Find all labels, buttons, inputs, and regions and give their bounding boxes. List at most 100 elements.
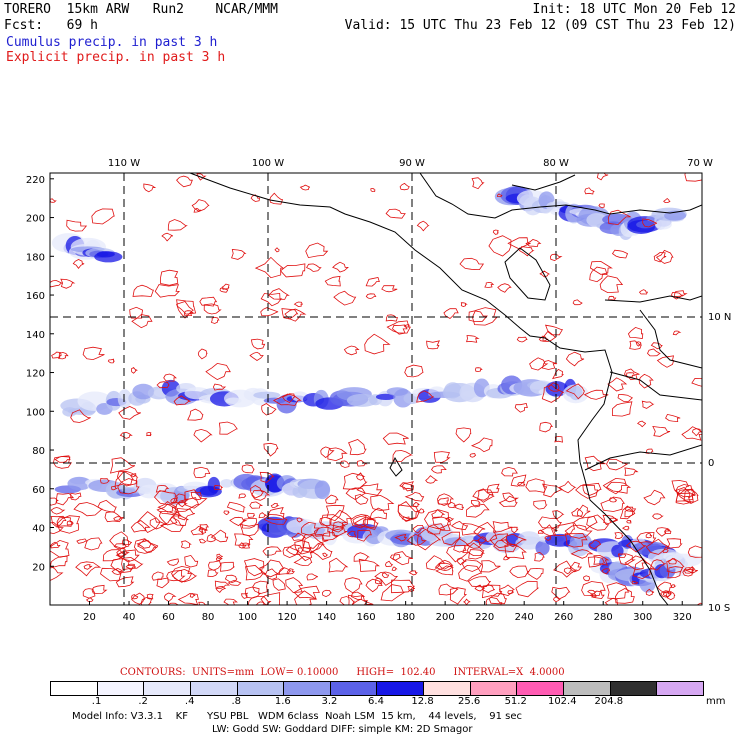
- precip-contour: [159, 516, 185, 532]
- precip-contour: [234, 533, 254, 546]
- legend-swatch: [657, 682, 703, 695]
- precip-contour: [624, 467, 639, 476]
- precip-contour: [137, 540, 159, 553]
- precip-contour: [470, 437, 493, 453]
- precip-contour: [481, 584, 503, 599]
- precip-contour: [116, 470, 139, 487]
- precip-contour: [515, 580, 540, 598]
- precip-contour: [570, 549, 594, 559]
- precip-contour: [293, 555, 313, 567]
- precip-contour: [322, 532, 339, 541]
- precip-contour: [264, 568, 281, 580]
- precip-cell: [375, 393, 396, 401]
- precip-contour: [656, 355, 675, 368]
- precip-contour: [154, 284, 181, 298]
- precip-contour: [449, 587, 468, 605]
- precip-contour: [593, 555, 610, 566]
- precip-contour: [197, 348, 208, 360]
- legend-swatch: [97, 682, 145, 695]
- precip-contour: [696, 602, 702, 605]
- precip-contour: [485, 596, 503, 605]
- precip-contour: [306, 263, 322, 272]
- precip-contour: [213, 484, 224, 491]
- precip-contour: [354, 493, 369, 505]
- precip-contour: [104, 511, 124, 523]
- precip-contour: [431, 509, 446, 518]
- precip-contour: [251, 489, 271, 501]
- precip-contour: [269, 192, 284, 205]
- precip-contour: [589, 590, 605, 600]
- precip-contour: [486, 483, 500, 493]
- precip-contour: [488, 235, 512, 257]
- precip-contour: [666, 557, 685, 574]
- precip-contour: [172, 493, 190, 504]
- precip-contour: [645, 532, 653, 539]
- precip-contour: [544, 535, 552, 541]
- precip-contour: [274, 247, 280, 253]
- precip-contour: [404, 491, 425, 502]
- precip-contour: [539, 421, 553, 433]
- precip-contour: [84, 537, 103, 551]
- precip-contour: [82, 346, 105, 361]
- precip-contour: [636, 532, 657, 544]
- x-tick-label: 280: [594, 612, 613, 623]
- precip-contour: [176, 299, 197, 315]
- precip-contour: [198, 538, 207, 544]
- precip-contour: [221, 283, 230, 290]
- precip-contour: [100, 567, 122, 582]
- precip-contour: [627, 326, 644, 339]
- precip-contour: [381, 285, 398, 293]
- precip-contour: [158, 511, 182, 526]
- precip-contour: [647, 348, 661, 357]
- precip-contour: [607, 377, 628, 392]
- precip-contour: [250, 485, 265, 499]
- precip-contour: [171, 568, 198, 583]
- legend-swatch: [190, 682, 238, 695]
- precip-contour: [498, 495, 518, 508]
- precip-contour: [56, 515, 81, 534]
- precip-contour: [313, 526, 331, 537]
- precip-contour: [677, 488, 696, 501]
- precip-contour: [346, 530, 356, 538]
- precip-contour: [394, 533, 408, 542]
- precip-contour: [389, 553, 402, 561]
- precip-contour: [245, 564, 267, 581]
- precip-contour: [243, 558, 265, 577]
- precip-contour: [517, 481, 526, 487]
- precip-contour: [223, 510, 230, 516]
- precip-contour: [196, 173, 207, 181]
- x-tick-label: 140: [317, 612, 336, 623]
- y-tick-label: 220: [26, 175, 45, 186]
- precip-contour: [461, 523, 486, 536]
- x-tick-label: 160: [357, 612, 376, 623]
- precip-contour: [146, 432, 152, 437]
- legend-label: 25.6: [458, 696, 481, 707]
- precip-contour: [417, 528, 442, 551]
- precip-contour: [498, 584, 516, 597]
- precip-contour: [454, 503, 465, 510]
- precip-contour: [140, 597, 153, 605]
- precip-contour: [132, 284, 154, 297]
- precip-contour: [365, 277, 380, 287]
- precip-contour: [381, 572, 390, 579]
- precip-contour: [50, 279, 63, 288]
- precip-contour: [167, 219, 188, 231]
- precip-contour: [604, 597, 619, 605]
- precip-contour: [52, 456, 73, 469]
- x-tick-label: 60: [162, 612, 175, 623]
- precip-contour: [374, 577, 384, 585]
- precip-contour: [184, 489, 208, 509]
- precip-contour: [121, 557, 144, 571]
- precip-contour: [121, 539, 132, 546]
- precip-contour: [438, 583, 459, 596]
- precip-contour: [187, 408, 204, 421]
- precip-contour: [576, 504, 591, 518]
- x-tick-label: 80: [202, 612, 215, 623]
- precip-contour: [241, 592, 249, 599]
- precip-contour: [663, 197, 671, 203]
- precip-contour: [589, 266, 608, 283]
- precip-contour: [231, 249, 247, 260]
- precip-contour: [249, 351, 264, 361]
- lon-label: 100 W: [252, 158, 284, 169]
- precip-contour: [76, 538, 88, 544]
